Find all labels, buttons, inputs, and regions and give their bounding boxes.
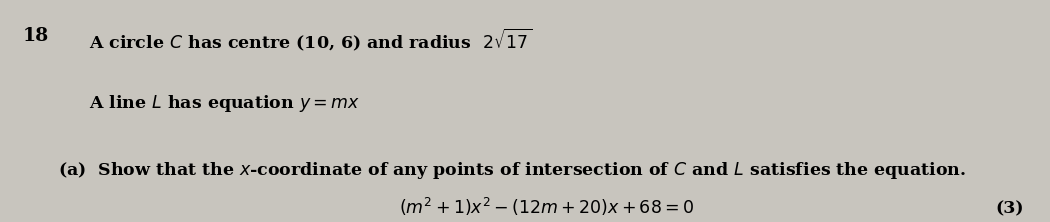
Text: A line $L$ has equation $y = mx$: A line $L$ has equation $y = mx$ bbox=[89, 93, 360, 114]
Text: (a)  Show that the $x$-coordinate of any points of intersection of $C$ and $L$ s: (a) Show that the $x$-coordinate of any … bbox=[58, 160, 966, 181]
Text: $(m^2 + 1)x^2 - (12m + 20)x + 68 = 0$: $(m^2 + 1)x^2 - (12m + 20)x + 68 = 0$ bbox=[399, 195, 694, 218]
Text: 18: 18 bbox=[23, 27, 49, 45]
Text: A circle $C$ has centre (10, 6) and radius  $2\sqrt{17}$: A circle $C$ has centre (10, 6) and radi… bbox=[89, 27, 532, 53]
Text: (3): (3) bbox=[995, 200, 1024, 218]
